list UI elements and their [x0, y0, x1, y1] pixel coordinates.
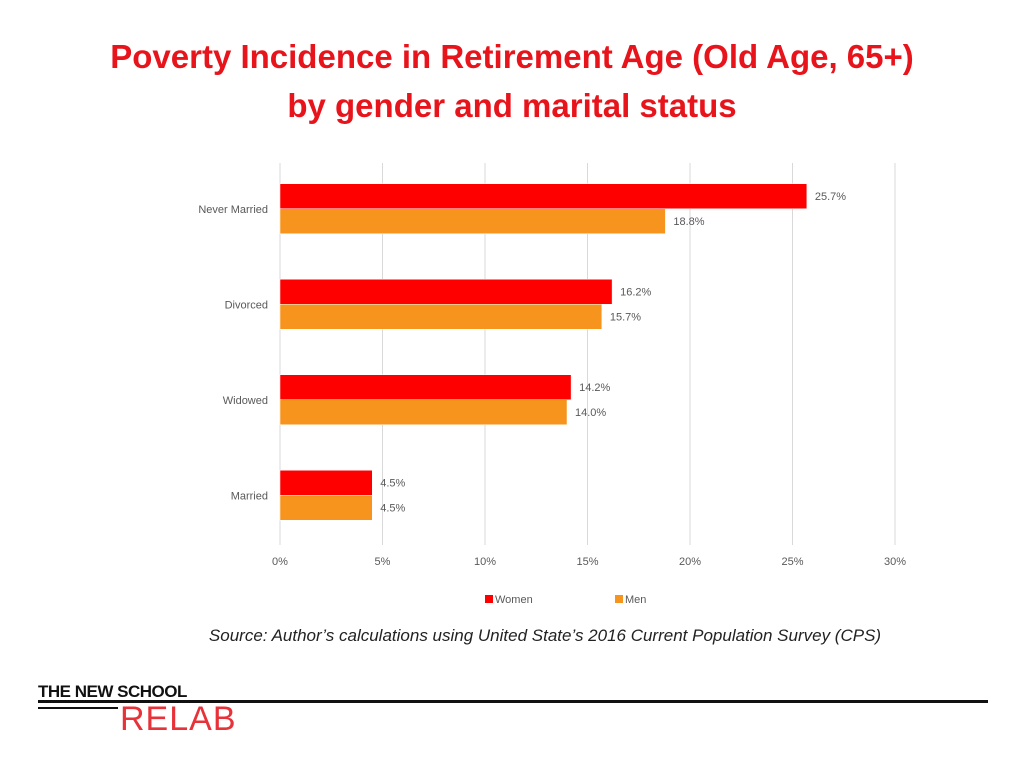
title-line-1: Poverty Incidence in Retirement Age (Old…: [110, 38, 914, 75]
category-label: Never Married: [198, 204, 268, 216]
legend-label: Women: [495, 594, 533, 606]
bar-women: [279, 279, 613, 305]
data-label: 25.7%: [815, 191, 846, 203]
category-label: Divorced: [225, 299, 268, 311]
data-label: 14.0%: [575, 407, 606, 419]
data-label: 14.2%: [579, 382, 610, 394]
x-tick-label: 25%: [781, 556, 803, 568]
x-tick-label: 10%: [474, 556, 496, 568]
x-tick-label: 30%: [884, 556, 906, 568]
bar-men: [279, 304, 603, 330]
data-label: 4.5%: [380, 477, 405, 489]
legend-swatch-women: [485, 595, 493, 603]
title-line-2: by gender and marital status: [287, 87, 737, 124]
x-tick-label: 20%: [679, 556, 701, 568]
category-label: Married: [231, 490, 268, 502]
chart-title: Poverty Incidence in Retirement Age (Old…: [0, 32, 1024, 130]
data-label: 4.5%: [380, 502, 405, 514]
bar-men: [279, 495, 373, 521]
logo-relab: RELAB: [120, 700, 237, 738]
data-label: 16.2%: [620, 286, 651, 298]
bar-chart: 0% 5% 10% 15% 20% 25% 30% Never Married 25.7% 18.…: [198, 163, 906, 606]
footer-rule-accent: [38, 707, 118, 709]
footer-rule: [38, 700, 988, 703]
bar-men: [279, 208, 666, 234]
legend-label: Men: [625, 594, 646, 606]
x-tick-label: 15%: [576, 556, 598, 568]
x-tick-label: 5%: [375, 556, 391, 568]
legend-swatch-men: [615, 595, 623, 603]
source-note: Source: Author’s calculations using Unit…: [208, 626, 882, 645]
bar-women: [279, 183, 808, 209]
x-tick-label: 0%: [272, 556, 288, 568]
bar-women: [279, 470, 373, 496]
bar-women: [279, 374, 572, 400]
bar-men: [279, 399, 568, 425]
logo-the-new-school: THE NEW SCHOOL: [38, 682, 187, 701]
data-label: 15.7%: [610, 311, 641, 323]
data-label: 18.8%: [673, 216, 704, 228]
category-label: Widowed: [223, 395, 268, 407]
